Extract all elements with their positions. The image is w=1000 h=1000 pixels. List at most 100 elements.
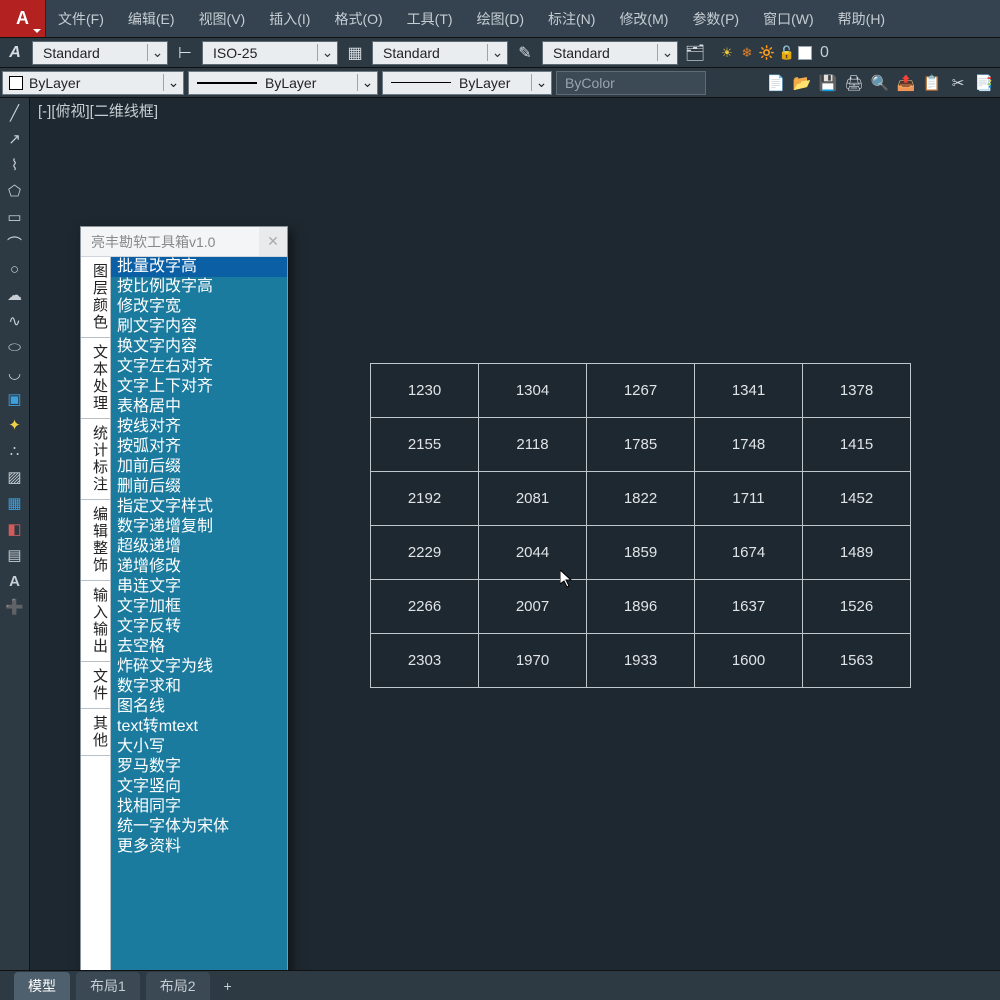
palette-command-item[interactable]: 批量改字高 xyxy=(111,257,287,277)
revcloud-icon[interactable]: ☁ xyxy=(4,284,26,306)
copy-icon[interactable]: 📑 xyxy=(972,71,996,95)
layout-tab[interactable]: 布局1 xyxy=(76,972,140,1000)
region-icon[interactable]: ◧ xyxy=(4,518,26,540)
palette-tab[interactable]: 文件 xyxy=(81,662,110,709)
circle-icon[interactable]: ○ xyxy=(4,258,26,280)
palette-command-item[interactable]: 大小写 xyxy=(111,737,287,757)
hatch-icon[interactable]: ▨ xyxy=(4,466,26,488)
palette-command-item[interactable]: 修改字宽 xyxy=(111,297,287,317)
palette-tab[interactable]: 输入输出 xyxy=(81,581,110,662)
palette-command-item[interactable]: 删前后缀 xyxy=(111,477,287,497)
textstyle-combo[interactable]: Standard ⌄ xyxy=(32,41,168,65)
make-block-icon[interactable]: ✦ xyxy=(4,414,26,436)
palette-command-item[interactable]: 加前后缀 xyxy=(111,457,287,477)
rectangle-icon[interactable]: ▭ xyxy=(4,206,26,228)
palette-tab[interactable]: 其他 xyxy=(81,709,110,756)
palette-command-item[interactable]: text转mtext xyxy=(111,717,287,737)
lineweight-combo[interactable]: ByLayer ⌄ xyxy=(382,71,552,95)
palette-command-item[interactable]: 文字反转 xyxy=(111,617,287,637)
open-icon[interactable]: 📂 xyxy=(790,71,814,95)
palette-command-item[interactable]: 文字上下对齐 xyxy=(111,377,287,397)
spline-icon[interactable]: ∿ xyxy=(4,310,26,332)
mleaderstyle-icon[interactable]: ✎ xyxy=(512,41,538,65)
palette-command-item[interactable]: 递增修改 xyxy=(111,557,287,577)
ellipse-arc-icon[interactable]: ◡ xyxy=(4,362,26,384)
palette-command-item[interactable]: 按线对齐 xyxy=(111,417,287,437)
color-swatch[interactable] xyxy=(798,46,812,60)
lock-icon[interactable]: 🔓 xyxy=(778,44,796,62)
menu-item[interactable]: 窗口(W) xyxy=(751,5,826,33)
palette-command-item[interactable]: 数字求和 xyxy=(111,677,287,697)
palette-command-item[interactable]: 串连文字 xyxy=(111,577,287,597)
layout-tab[interactable]: 模型 xyxy=(14,972,70,1000)
palette-command-item[interactable]: 换文字内容 xyxy=(111,337,287,357)
menu-item[interactable]: 视图(V) xyxy=(187,5,258,33)
palette-command-item[interactable]: 去空格 xyxy=(111,637,287,657)
palette-command-item[interactable]: 文字左右对齐 xyxy=(111,357,287,377)
palette-command-item[interactable]: 找相同字 xyxy=(111,797,287,817)
layer-combo[interactable]: ByLayer ⌄ xyxy=(2,71,184,95)
mleaderstyle-combo[interactable]: Standard ⌄ xyxy=(542,41,678,65)
palette-command-item[interactable]: 炸碎文字为线 xyxy=(111,657,287,677)
mtext-icon[interactable]: A xyxy=(4,570,26,592)
sun-freeze-icon[interactable]: ❄ xyxy=(738,44,756,62)
line-icon[interactable]: ╱ xyxy=(4,102,26,124)
menu-item[interactable]: 绘图(D) xyxy=(465,5,536,33)
close-icon[interactable]: ✕ xyxy=(259,227,287,256)
insert-block-icon[interactable]: ▣ xyxy=(4,388,26,410)
layer-thaw-icon[interactable]: 🔆 xyxy=(758,44,776,62)
print-icon[interactable]: 🖨 xyxy=(842,71,866,95)
palette-command-item[interactable]: 表格居中 xyxy=(111,397,287,417)
palette-command-item[interactable]: 数字递增复制 xyxy=(111,517,287,537)
palette-command-item[interactable]: 更多资料 xyxy=(111,837,287,857)
textstyle-icon[interactable]: A xyxy=(2,41,28,65)
clipboard-icon[interactable]: 📋 xyxy=(920,71,944,95)
polyline-icon[interactable]: ⌇ xyxy=(4,154,26,176)
menu-item[interactable]: 工具(T) xyxy=(395,5,465,33)
sun-on-icon[interactable]: ☀ xyxy=(718,44,736,62)
dimstyle-combo[interactable]: ISO-25 ⌄ xyxy=(202,41,338,65)
addselected-icon[interactable]: ➕ xyxy=(4,596,26,618)
gradient-icon[interactable]: ▦ xyxy=(4,492,26,514)
add-layout-button[interactable]: + xyxy=(216,978,240,994)
palette-command-item[interactable]: 图名线 xyxy=(111,697,287,717)
palette-tab[interactable]: 图层颜色 xyxy=(81,257,110,338)
point-icon[interactable]: ∴ xyxy=(4,440,26,462)
arc-icon[interactable]: ⌒ xyxy=(4,232,26,254)
palette-tab[interactable]: 编辑整饰 xyxy=(81,500,110,581)
palette-command-item[interactable]: 按比例改字高 xyxy=(111,277,287,297)
save-icon[interactable]: 💾 xyxy=(816,71,840,95)
palette-tab[interactable]: 统计标注 xyxy=(81,419,110,500)
tablestyle-icon[interactable]: ▦ xyxy=(342,41,368,65)
new-icon[interactable]: 📄 xyxy=(764,71,788,95)
menu-item[interactable]: 插入(I) xyxy=(257,5,322,33)
tablestyle-combo[interactable]: Standard ⌄ xyxy=(372,41,508,65)
menu-item[interactable]: 帮助(H) xyxy=(826,5,897,33)
palette-command-item[interactable]: 文字竖向 xyxy=(111,777,287,797)
menu-item[interactable]: 参数(P) xyxy=(680,5,751,33)
dimstyle-icon[interactable]: ⊢ xyxy=(172,41,198,65)
polygon-icon[interactable]: ⬠ xyxy=(4,180,26,202)
preview-icon[interactable]: 🔍 xyxy=(868,71,892,95)
palette-command-item[interactable]: 文字加框 xyxy=(111,597,287,617)
viewport-label[interactable]: [-][俯视][二维线框] xyxy=(38,100,158,121)
palette-command-item[interactable]: 超级递增 xyxy=(111,537,287,557)
app-logo[interactable]: A xyxy=(0,0,46,37)
palette-tab[interactable]: 文本处理 xyxy=(81,338,110,419)
palette-command-item[interactable]: 统一字体为宋体 xyxy=(111,817,287,837)
menu-item[interactable]: 编辑(E) xyxy=(116,5,187,33)
menu-item[interactable]: 修改(M) xyxy=(607,5,680,33)
ellipse-icon[interactable]: ⬭ xyxy=(4,336,26,358)
layout-tab[interactable]: 布局2 xyxy=(146,972,210,1000)
menu-item[interactable]: 标注(N) xyxy=(536,5,607,33)
linetype-combo[interactable]: ByLayer ⌄ xyxy=(188,71,378,95)
ray-icon[interactable]: ↗ xyxy=(4,128,26,150)
layer-manager-icon[interactable]: 🗂 xyxy=(682,41,708,65)
palette-command-item[interactable]: 刷文字内容 xyxy=(111,317,287,337)
menu-item[interactable]: 文件(F) xyxy=(46,5,116,33)
publish-icon[interactable]: 📤 xyxy=(894,71,918,95)
table-icon[interactable]: ▤ xyxy=(4,544,26,566)
menu-item[interactable]: 格式(O) xyxy=(322,5,394,33)
drawing-area[interactable]: [-][俯视][二维线框] 亮丰勘软工具箱v1.0 ✕ 图层颜色文本处理统计标注… xyxy=(30,98,1000,970)
palette-command-item[interactable]: 指定文字样式 xyxy=(111,497,287,517)
